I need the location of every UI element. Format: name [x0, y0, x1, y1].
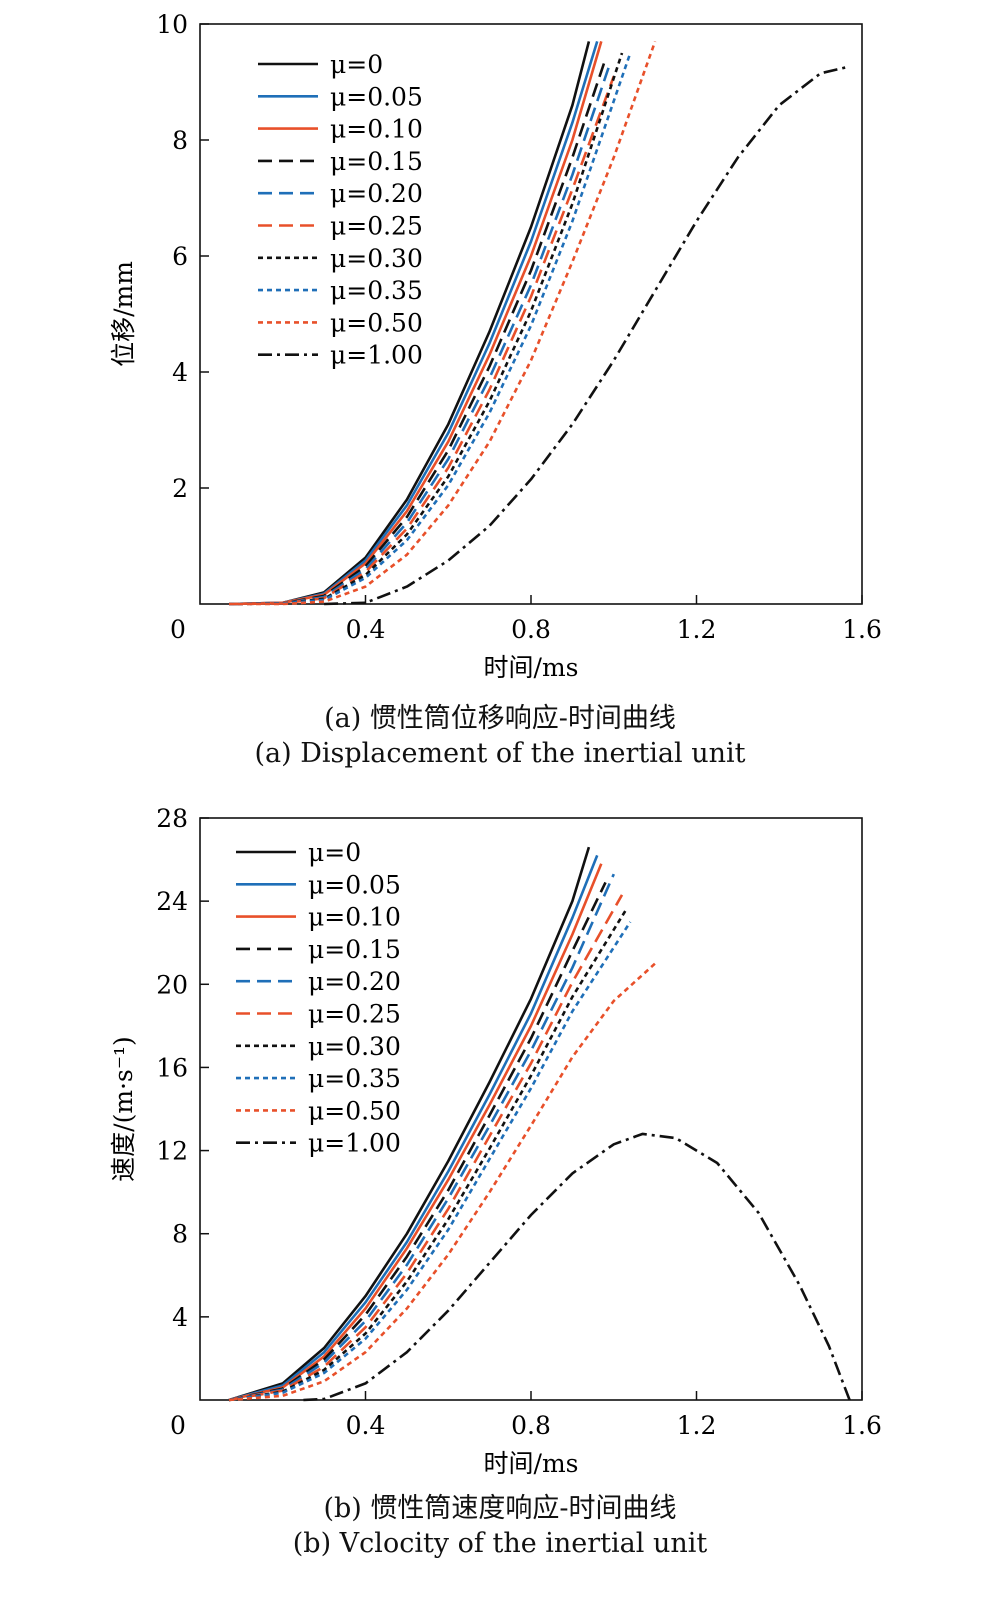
legend-label: μ=0.25: [330, 212, 423, 241]
series-line: [228, 854, 599, 1402]
y-axis-label: 位移/mm: [109, 261, 138, 367]
series-line: [229, 40, 657, 606]
legend-label: μ=0.20: [308, 967, 401, 996]
y-tick-label: 24: [156, 887, 188, 916]
legend-label: μ=0.35: [308, 1064, 401, 1093]
y-tick-label: 10: [156, 10, 188, 39]
legend-label: μ=0.35: [330, 276, 423, 305]
series-line: [228, 881, 607, 1402]
legend-label: μ=1.00: [330, 341, 423, 370]
legend-label: μ=0.15: [308, 935, 401, 964]
x-tick-label: 0.4: [346, 1411, 386, 1440]
y-tick-label: 8: [172, 126, 188, 155]
legend-label: μ=0.05: [330, 82, 423, 111]
legend-label: μ=0.25: [308, 1000, 401, 1029]
legend-label: μ=0.50: [308, 1096, 401, 1125]
x-tick-label: 1.6: [842, 615, 882, 644]
x-tick-label: 1.6: [842, 1411, 882, 1440]
legend-label: μ=0.10: [330, 115, 423, 144]
series-line: [228, 962, 656, 1402]
legend-label: μ=0.30: [308, 1032, 401, 1061]
displacement-chart: 0 0.4 0.8 1.2 1.6 2 4 6 8 10 时间/ms 位移/mm μ=0 μ=0.05 μ=…: [109, 10, 882, 682]
x-tick-label: 0.8: [511, 615, 551, 644]
series-line: [228, 894, 624, 1402]
series-line: [228, 908, 628, 1402]
origin-tick-label: 0: [170, 615, 186, 644]
series-line: [303, 1132, 851, 1402]
legend-label: μ=0.10: [308, 903, 401, 932]
legend-label: μ=0.30: [330, 244, 423, 273]
x-axis-label: 时间/ms: [484, 653, 579, 682]
series-line: [228, 921, 632, 1402]
y-tick-label: 4: [172, 1303, 188, 1332]
y-axis-label: 速度/(m·s⁻¹): [109, 1036, 138, 1182]
caption-cn-displacement: (a) 惯性筒位移响应-时间曲线: [324, 703, 676, 734]
x-axis-label: 时间/ms: [484, 1449, 579, 1478]
caption-en-displacement: (a) Displacement of the inertial unit: [254, 738, 746, 769]
series-line: [228, 873, 615, 1402]
legend-label: μ=0.15: [330, 147, 423, 176]
legend-label: μ=1.00: [308, 1129, 401, 1158]
series-line: [228, 846, 591, 1402]
velocity-chart: 0 0.4 0.8 1.2 1.6 4 8 12 16 20 24 28 时间/ms 速度/(m·s⁻¹)…: [109, 804, 882, 1478]
y-tick-label: 20: [156, 970, 188, 999]
legend-label: μ=0: [330, 50, 383, 79]
legend-label: μ=0.50: [330, 308, 423, 337]
panel-displacement: 0 0.4 0.8 1.2 1.6 2 4 6 8 10 时间/ms 位移/mm μ=0 μ=0.05 μ=…: [0, 0, 1000, 800]
caption-en-velocity: (b) Vclocity of the inertial unit: [292, 1528, 708, 1559]
legend-label: μ=0.05: [308, 870, 401, 899]
origin-tick-label: 0: [170, 1411, 186, 1440]
legend-label: μ=0.20: [330, 179, 423, 208]
panel-velocity: 0 0.4 0.8 1.2 1.6 4 8 12 16 20 24 28 时间/ms 速度/(m·s⁻¹)…: [0, 800, 1000, 1603]
y-tick-label: 8: [172, 1220, 188, 1249]
legend-label: μ=0: [308, 838, 361, 867]
y-tick-label: 2: [172, 474, 188, 503]
x-tick-label: 1.2: [677, 1411, 717, 1440]
y-tick-label: 12: [156, 1137, 188, 1166]
x-tick-label: 0.4: [346, 615, 386, 644]
series-line: [324, 66, 846, 606]
series-line: [228, 52, 632, 606]
y-tick-label: 28: [156, 804, 188, 833]
y-tick-label: 4: [172, 358, 188, 387]
y-tick-label: 6: [172, 242, 188, 271]
y-tick-label: 16: [156, 1053, 188, 1082]
x-tick-label: 0.8: [511, 1411, 551, 1440]
x-tick-label: 1.2: [677, 615, 717, 644]
caption-cn-velocity: (b) 惯性筒速度响应-时间曲线: [323, 1493, 677, 1524]
series-line: [228, 863, 603, 1402]
plot-frame: [199, 817, 863, 1401]
